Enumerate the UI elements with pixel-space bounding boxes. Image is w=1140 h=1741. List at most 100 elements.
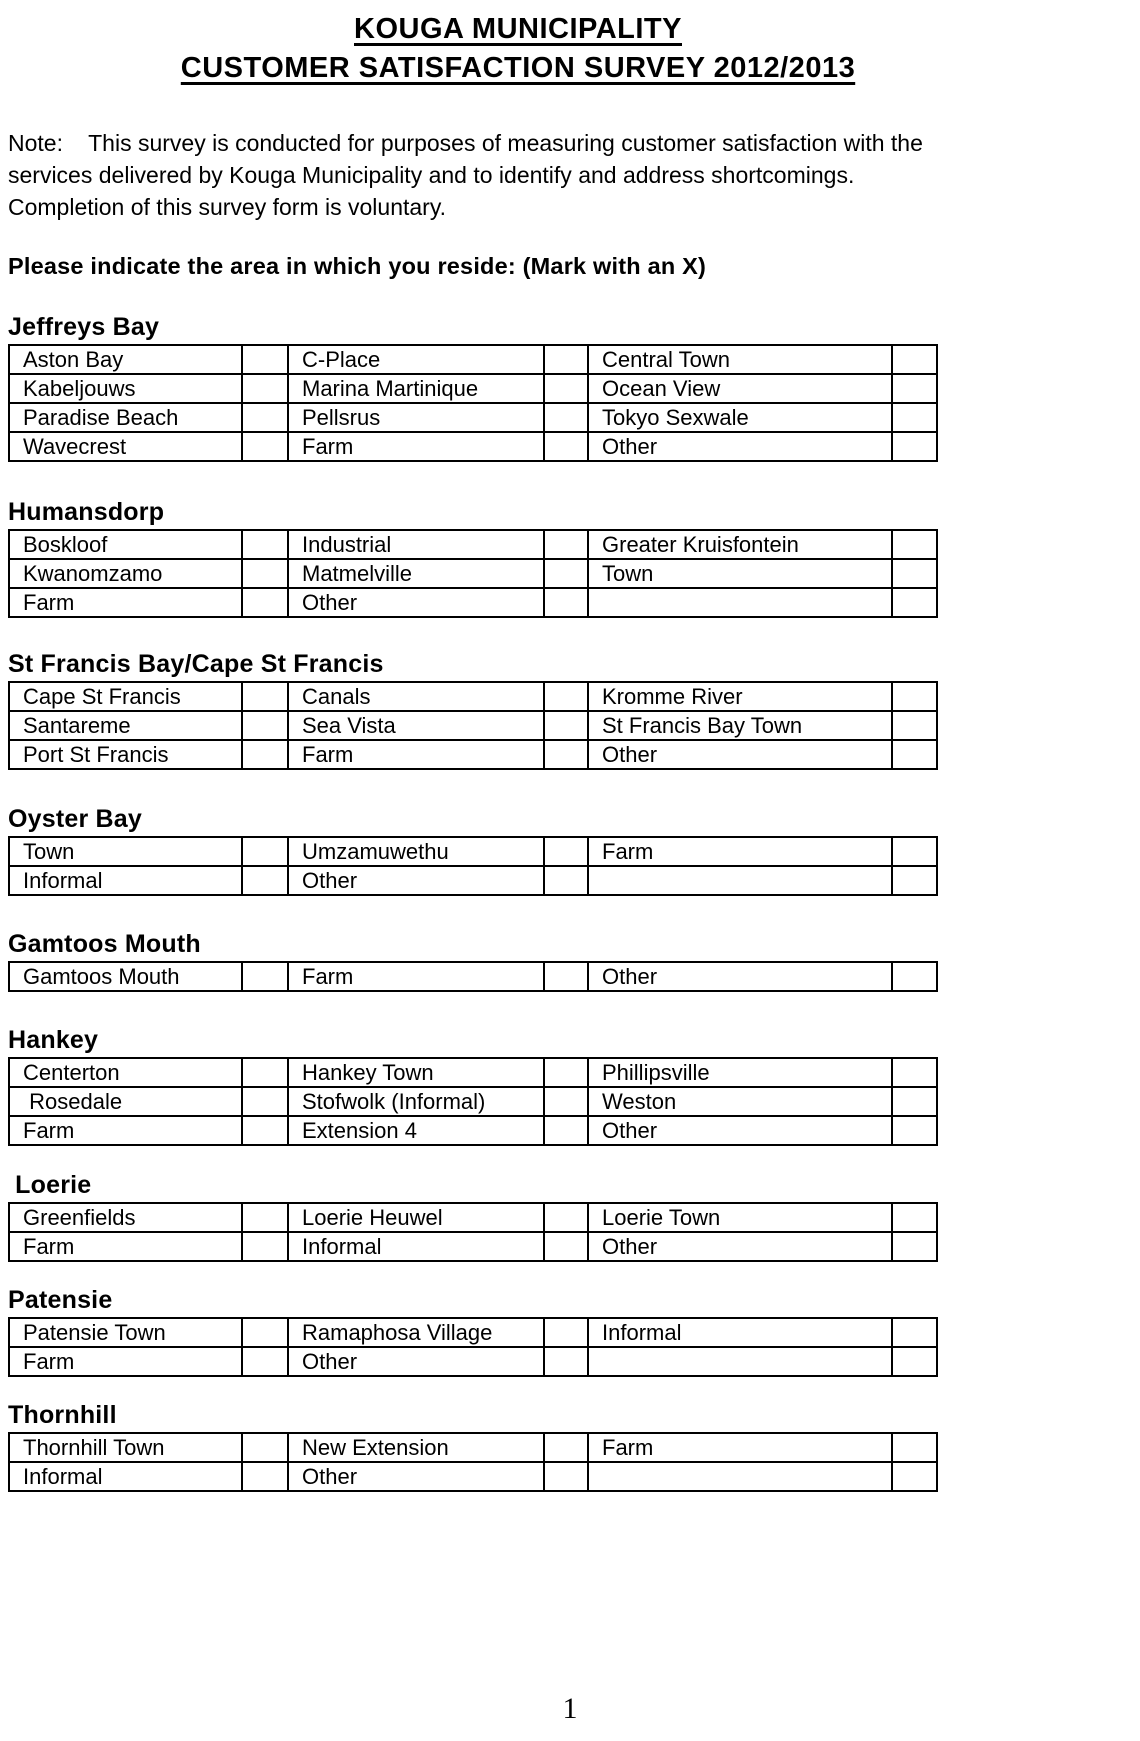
mark-with-x-cell[interactable] <box>241 402 289 433</box>
area-label-cell: Tokyo Sexwale <box>587 402 893 433</box>
mark-with-x-cell[interactable] <box>241 836 289 867</box>
area-label-cell: Farm <box>587 1432 893 1463</box>
table-row: Farm Other <box>8 1346 938 1377</box>
mark-with-x-cell[interactable] <box>891 558 938 589</box>
mark-with-x-cell[interactable] <box>891 1317 938 1348</box>
mark-with-x-cell[interactable] <box>241 1115 289 1146</box>
mark-with-x-cell[interactable] <box>891 836 938 867</box>
mark-with-x-cell[interactable] <box>543 1432 589 1463</box>
mark-with-x-cell[interactable] <box>891 587 938 618</box>
mark-with-x-cell[interactable] <box>241 431 289 462</box>
mark-with-x-cell[interactable] <box>543 739 589 770</box>
mark-with-x-cell[interactable] <box>543 961 589 992</box>
mark-with-x-cell[interactable] <box>543 402 589 433</box>
mark-with-x-cell[interactable] <box>241 1086 289 1117</box>
mark-with-x-cell[interactable] <box>241 1346 289 1377</box>
table-row: Kwanomzamo Matmelville Town <box>8 558 938 589</box>
mark-with-x-cell[interactable] <box>543 1057 589 1088</box>
table-row: Farm Informal Other <box>8 1231 938 1262</box>
mark-with-x-cell[interactable] <box>891 1231 938 1262</box>
table-row: Thornhill Town New Extension Farm <box>8 1432 938 1463</box>
mark-with-x-cell[interactable] <box>891 1461 938 1492</box>
area-label-cell: Weston <box>587 1086 893 1117</box>
mark-with-x-cell[interactable] <box>241 1231 289 1262</box>
area-label-cell: Ocean View <box>587 373 893 404</box>
mark-with-x-cell[interactable] <box>891 402 938 433</box>
mark-with-x-cell[interactable] <box>543 1346 589 1377</box>
mark-with-x-cell[interactable] <box>891 739 938 770</box>
mark-with-x-cell[interactable] <box>543 344 589 375</box>
mark-with-x-cell[interactable] <box>543 1461 589 1492</box>
mark-with-x-cell[interactable] <box>543 1086 589 1117</box>
mark-with-x-cell[interactable] <box>241 1317 289 1348</box>
mark-with-x-cell[interactable] <box>543 558 589 589</box>
mark-with-x-cell[interactable] <box>241 961 289 992</box>
mark-with-x-cell[interactable] <box>241 865 289 896</box>
mark-with-x-cell[interactable] <box>891 681 938 712</box>
mark-with-x-cell[interactable] <box>241 1057 289 1088</box>
mark-with-x-cell[interactable] <box>241 739 289 770</box>
area-label-cell: Kromme River <box>587 681 893 712</box>
mark-with-x-cell[interactable] <box>891 344 938 375</box>
section-heading: Loerie <box>8 1171 92 1199</box>
mark-with-x-cell[interactable] <box>891 431 938 462</box>
mark-with-x-cell[interactable] <box>241 1461 289 1492</box>
area-table: Town Umzamuwethu Farm Informal Other <box>8 836 938 896</box>
mark-with-x-cell[interactable] <box>543 865 589 896</box>
mark-with-x-cell[interactable] <box>241 373 289 404</box>
mark-with-x-cell[interactable] <box>241 1432 289 1463</box>
mark-with-x-cell[interactable] <box>891 529 938 560</box>
mark-with-x-cell[interactable] <box>543 587 589 618</box>
area-label-cell: Thornhill Town <box>8 1432 243 1463</box>
mark-with-x-cell[interactable] <box>891 1086 938 1117</box>
area-label-cell: Pellsrus <box>287 402 545 433</box>
mark-with-x-cell[interactable] <box>543 1231 589 1262</box>
mark-with-x-cell[interactable] <box>543 1317 589 1348</box>
section-heading: St Francis Bay/Cape St Francis <box>8 650 384 678</box>
mark-with-x-cell[interactable] <box>543 373 589 404</box>
mark-with-x-cell[interactable] <box>543 1202 589 1233</box>
area-label-cell: Santareme <box>8 710 243 741</box>
mark-with-x-cell[interactable] <box>241 1202 289 1233</box>
table-row: Town Umzamuwethu Farm <box>8 836 938 867</box>
table-row: Boskloof Industrial Greater Kruisfontein <box>8 529 938 560</box>
area-label-cell: Other <box>287 1346 545 1377</box>
mark-with-x-cell[interactable] <box>891 1115 938 1146</box>
mark-with-x-cell[interactable] <box>241 529 289 560</box>
table-row: Aston Bay C-Place Central Town <box>8 344 938 375</box>
table-row: Centerton Hankey Town Phillipsville <box>8 1057 938 1088</box>
mark-with-x-cell[interactable] <box>241 587 289 618</box>
mark-with-x-cell[interactable] <box>891 865 938 896</box>
mark-with-x-cell[interactable] <box>241 710 289 741</box>
page-number: 1 <box>562 1692 578 1725</box>
mark-with-x-cell[interactable] <box>543 1115 589 1146</box>
area-label-cell: Aston Bay <box>8 344 243 375</box>
area-table: Aston Bay C-Place Central Town Kabeljouws Ma… <box>8 344 938 462</box>
table-row: Paradise Beach Pellsrus Tokyo Sexwale <box>8 402 938 433</box>
area-label-cell: Farm <box>8 1346 243 1377</box>
area-label-cell <box>587 1461 893 1492</box>
mark-with-x-cell[interactable] <box>543 529 589 560</box>
mark-with-x-cell[interactable] <box>543 681 589 712</box>
mark-with-x-cell[interactable] <box>543 710 589 741</box>
mark-with-x-cell[interactable] <box>241 681 289 712</box>
mark-with-x-cell[interactable] <box>543 431 589 462</box>
section-humansdorp: Humansdorp Boskloof Industrial Greater Kru… <box>8 497 943 618</box>
mark-with-x-cell[interactable] <box>891 1057 938 1088</box>
area-label-cell: Boskloof <box>8 529 243 560</box>
mark-with-x-cell[interactable] <box>891 1346 938 1377</box>
mark-with-x-cell[interactable] <box>891 961 938 992</box>
mark-with-x-cell[interactable] <box>891 710 938 741</box>
area-label-cell: Canals <box>287 681 545 712</box>
mark-with-x-cell[interactable] <box>891 1432 938 1463</box>
mark-with-x-cell[interactable] <box>241 344 289 375</box>
section-heading: Jeffreys Bay <box>8 313 160 341</box>
table-row: Informal Other <box>8 1461 938 1492</box>
mark-with-x-cell[interactable] <box>241 558 289 589</box>
mark-with-x-cell[interactable] <box>891 373 938 404</box>
mark-with-x-cell[interactable] <box>543 836 589 867</box>
reside-area-prompt: Please indicate the area in which you re… <box>8 253 707 279</box>
area-label-cell: Other <box>287 865 545 896</box>
mark-with-x-cell[interactable] <box>891 1202 938 1233</box>
